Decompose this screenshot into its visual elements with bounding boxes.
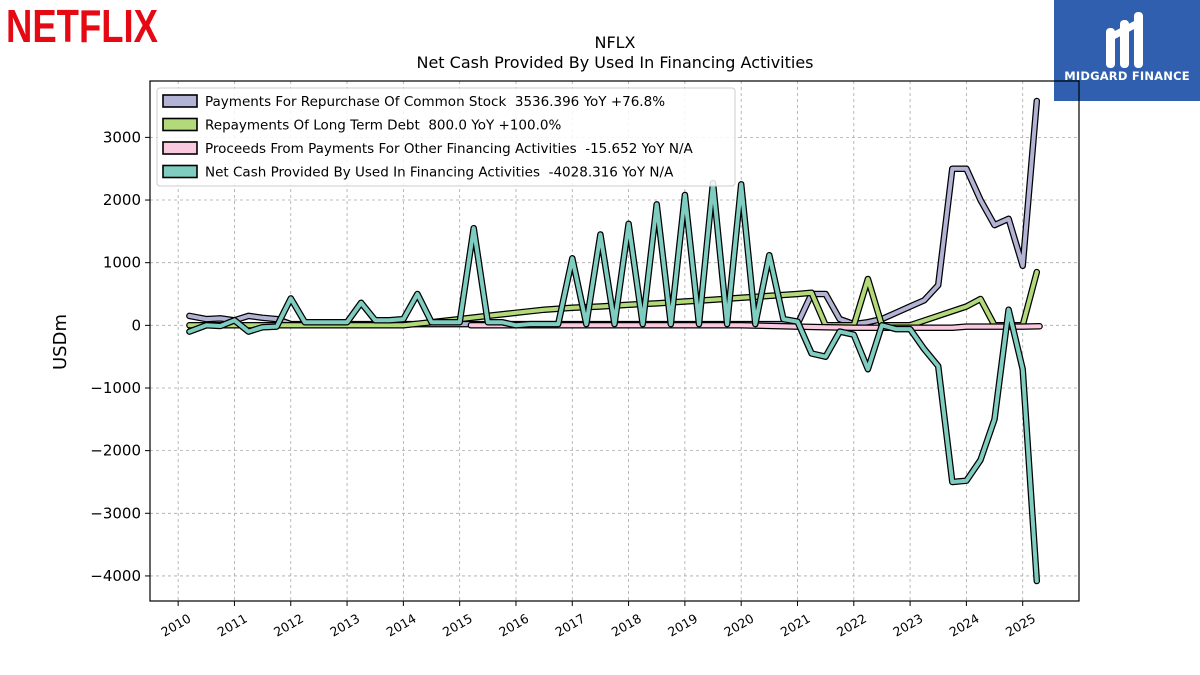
x-tick-label: 2022 [834,611,869,640]
y-tick-label: 0 [131,316,141,334]
x-tick-label: 2024 [947,611,982,640]
series-outline-net-cash-provided-by-used-in-financing-activities [186,179,1041,585]
netflix-logo: NETFLIX [6,0,158,50]
plot-frame [149,80,1080,602]
y-tick-label: 3000 [103,128,141,146]
x-tick-label: 2010 [158,611,193,640]
chart-subtitle: Net Cash Provided By Used In Financing A… [416,53,813,72]
series-line-proceeds-from-payments-for-other-financing-activities [468,323,1042,330]
series-lines [186,97,1043,585]
y-tick-label: 2000 [103,191,141,209]
chart-title: NFLX [594,33,635,52]
x-tick-label: 2016 [496,611,531,640]
x-tick-label: 2025 [1003,611,1038,640]
legend: Payments For Repurchase Of Common Stock … [156,87,736,187]
y-tick-label: −2000 [90,442,141,460]
x-tick-label: 2017 [552,611,587,640]
x-tick-label: 2013 [327,611,362,640]
x-tick-label: 2023 [890,611,925,640]
legend-swatch [162,94,198,108]
legend-label: Net Cash Provided By Used In Financing A… [205,165,674,181]
x-tick-label: 2012 [271,611,306,640]
legend-label: Payments For Repurchase Of Common Stock … [205,94,665,110]
x-tick-label: 2011 [215,611,250,640]
y-tick-label: −1000 [90,379,141,397]
x-tick-label: 2018 [609,611,644,640]
series-line-net-cash-provided-by-used-in-financing-activities [187,181,1039,583]
legend-swatch [162,117,198,132]
netflix-logo-text: NETFLIX [6,0,158,50]
x-tick-label: 2015 [440,611,475,640]
legend-label: Proceeds From Payments For Other Financi… [205,141,693,157]
legend-swatch [162,141,198,155]
x-tick-label: 2019 [665,611,700,640]
axes: −4000 −3000 −2000 −1000 0 1000 2000 3000 2010 201… [90,128,1038,639]
x-tick-label: 2014 [384,611,419,640]
y-tick-label: 1000 [103,254,141,272]
midgard-mark-icon [1106,12,1143,68]
legend-box [156,87,736,187]
y-axis-label: USDm [50,314,71,370]
x-tick-label: 2021 [778,611,813,640]
x-tick-label: 2020 [721,611,756,640]
brand-name: MIDGARD FINANCE [1064,69,1190,83]
legend-swatch [162,164,198,179]
y-tick-label: −3000 [90,504,141,522]
legend-label: Repayments Of Long Term Debt 800.0 YoY +… [205,118,561,134]
y-tick-label: −4000 [90,567,141,585]
midgard-finance-logo: MIDGARD FINANCE [1054,0,1200,101]
